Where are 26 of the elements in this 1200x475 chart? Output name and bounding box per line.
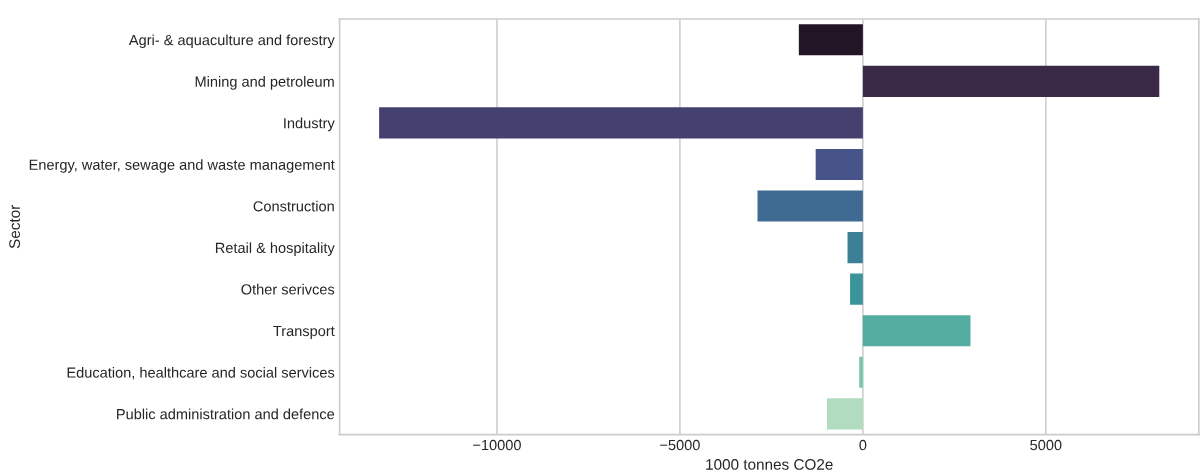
x-tick-label: 0 — [859, 439, 867, 451]
bar — [757, 190, 863, 222]
y-tick-label: Energy, water, sewage and waste management — [29, 159, 335, 173]
y-tick-label: Agri- & aquaculture and forestry — [128, 34, 335, 49]
y-tick-label: Public administration and defence — [117, 408, 335, 420]
y-tick-label: Industry — [284, 117, 335, 132]
y-tick-label: Retail & hospitality — [215, 242, 335, 256]
x-tick-label: −10000 — [473, 439, 521, 451]
y-tick-label: Education, healthcare and social services — [67, 367, 335, 380]
bar — [798, 24, 863, 56]
y-axis-title: Sector — [9, 204, 21, 249]
bar — [827, 398, 863, 430]
y-tick-label: Mining and petroleum — [195, 76, 334, 90]
x-tick-label: 5000 — [1030, 439, 1062, 451]
x-axis-title: 1000 tonnes CO2e — [706, 459, 833, 470]
y-tick-label: Construction — [253, 200, 334, 212]
y-tick-label: Transport — [273, 325, 335, 340]
bar — [862, 315, 971, 347]
bar — [815, 148, 863, 181]
bar — [859, 356, 863, 388]
bar — [847, 232, 863, 264]
y-tick-label: Other serivces — [241, 283, 335, 295]
bar — [862, 65, 1160, 97]
x-tick-label: −5000 — [660, 439, 700, 451]
bar — [850, 273, 863, 305]
bar — [379, 107, 863, 139]
